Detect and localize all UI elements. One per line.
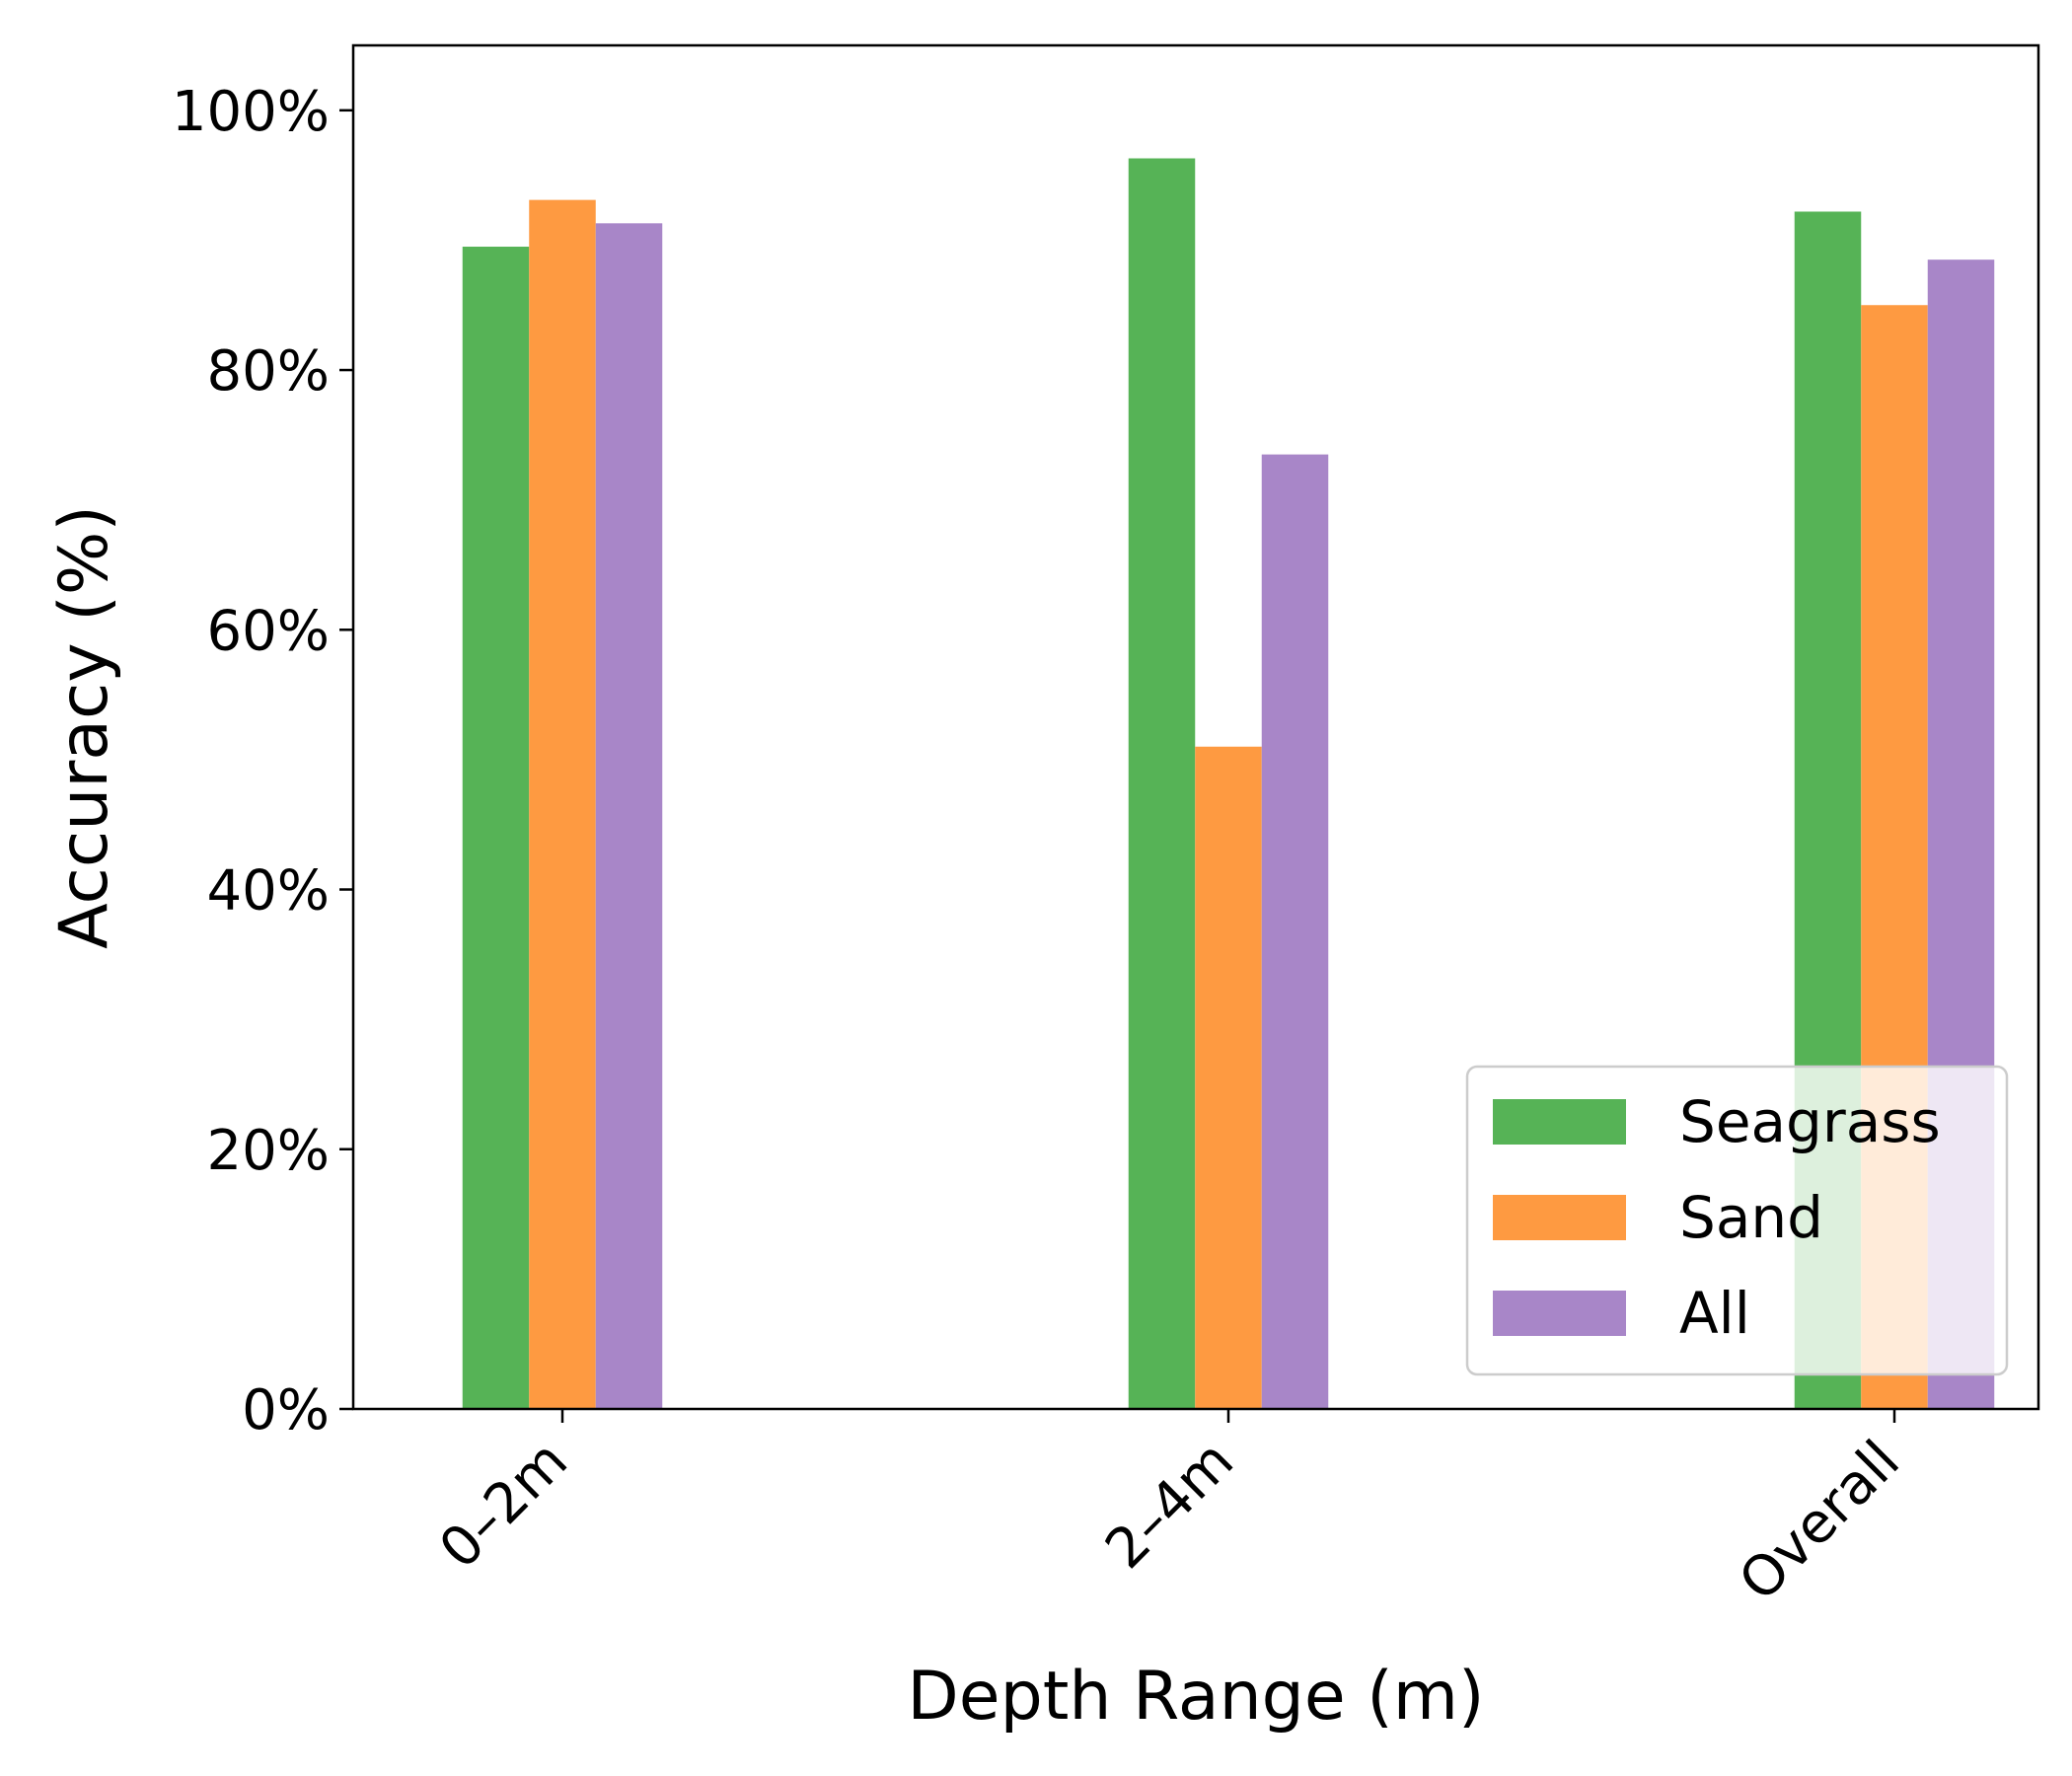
x-tick-label: 2–4m [1093, 1429, 1246, 1582]
bar-seagrass-0 [462, 247, 530, 1409]
y-axis: 0% 20% 40% 60% 80% 100% [172, 80, 353, 1443]
bar-sand-1 [1195, 746, 1262, 1409]
x-tick-label: Overall [1727, 1429, 1911, 1613]
bar-sand-0 [529, 199, 596, 1409]
legend-swatch-seagrass [1493, 1099, 1626, 1145]
y-tick-label: 80% [207, 339, 330, 404]
bars-group [462, 158, 1995, 1410]
bar-seagrass-1 [1128, 158, 1196, 1410]
y-tick-label: 0% [242, 1378, 330, 1443]
y-tick-label: 100% [172, 80, 330, 144]
x-tick-label: 0–2m [427, 1429, 580, 1582]
y-tick-label: 20% [207, 1119, 330, 1183]
bar-all-1 [1261, 454, 1329, 1410]
x-axis-label: Depth Range (m) [907, 1658, 1484, 1736]
y-axis-label: Accuracy (%) [45, 505, 123, 949]
legend-swatch-sand [1493, 1195, 1626, 1240]
legend-label-seagrass: Seagrass [1679, 1088, 1941, 1155]
plot-frame [351, 43, 2040, 1411]
x-axis: 0–2m 2–4m Overall [427, 1409, 1912, 1613]
legend: Seagrass Sand All [1465, 1065, 2009, 1376]
legend-swatch-all [1493, 1291, 1626, 1336]
legend-label-all: All [1679, 1280, 1750, 1347]
legend-label-sand: Sand [1679, 1184, 1823, 1251]
y-tick-label: 40% [207, 859, 330, 924]
y-tick-label: 60% [207, 599, 330, 663]
bar-all-0 [595, 223, 663, 1409]
